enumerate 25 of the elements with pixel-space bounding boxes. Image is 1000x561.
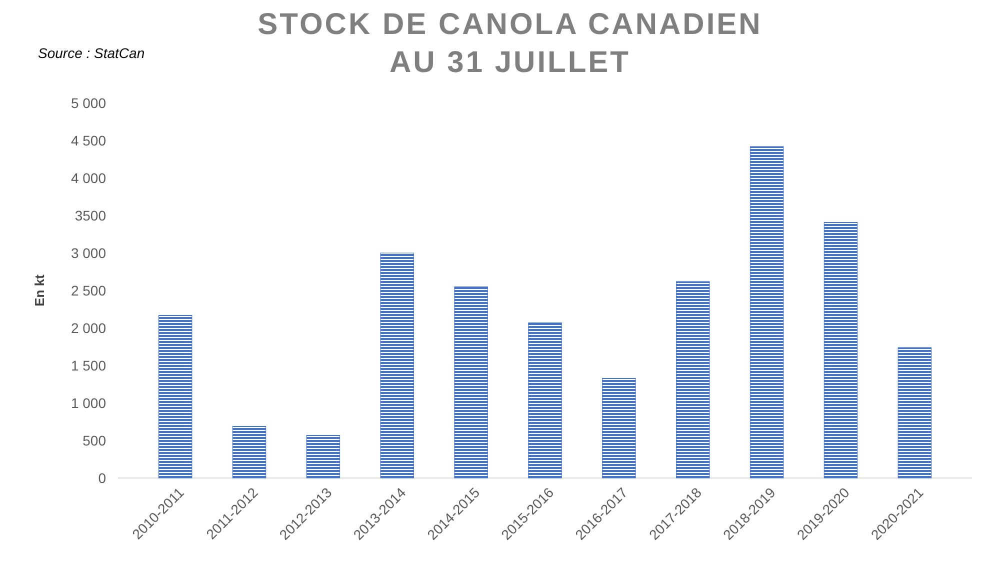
source-note: Source : StatCan: [38, 45, 145, 61]
y-tick-label: 4 000: [70, 170, 106, 186]
chart-title: STOCK DE CANOLA CANADIEN AU 31 JUILLET: [258, 8, 762, 79]
bar: [824, 222, 858, 478]
bar: [528, 322, 562, 478]
y-tick-label: 2 500: [70, 282, 106, 298]
bar: [158, 315, 192, 478]
bar: [454, 286, 488, 478]
y-tick-label: 0: [98, 470, 106, 486]
bar: [676, 281, 710, 478]
y-tick-label: 4 500: [70, 132, 106, 148]
y-tick-label: 3 000: [70, 244, 106, 261]
y-tick-label: 5 000: [70, 94, 106, 111]
bar: [750, 146, 784, 478]
bar: [232, 426, 266, 478]
y-axis-title: En kt: [32, 274, 47, 306]
bar: [380, 252, 414, 478]
bar: [306, 435, 340, 478]
y-tick-label: 3500: [74, 207, 106, 224]
bar: [602, 378, 636, 478]
y-tick-label: 500: [82, 432, 106, 448]
y-tick-label: 1 500: [70, 357, 106, 374]
y-tick-label: 2 000: [70, 320, 106, 336]
bar: [898, 347, 932, 478]
y-tick-label: 1 000: [70, 394, 106, 411]
